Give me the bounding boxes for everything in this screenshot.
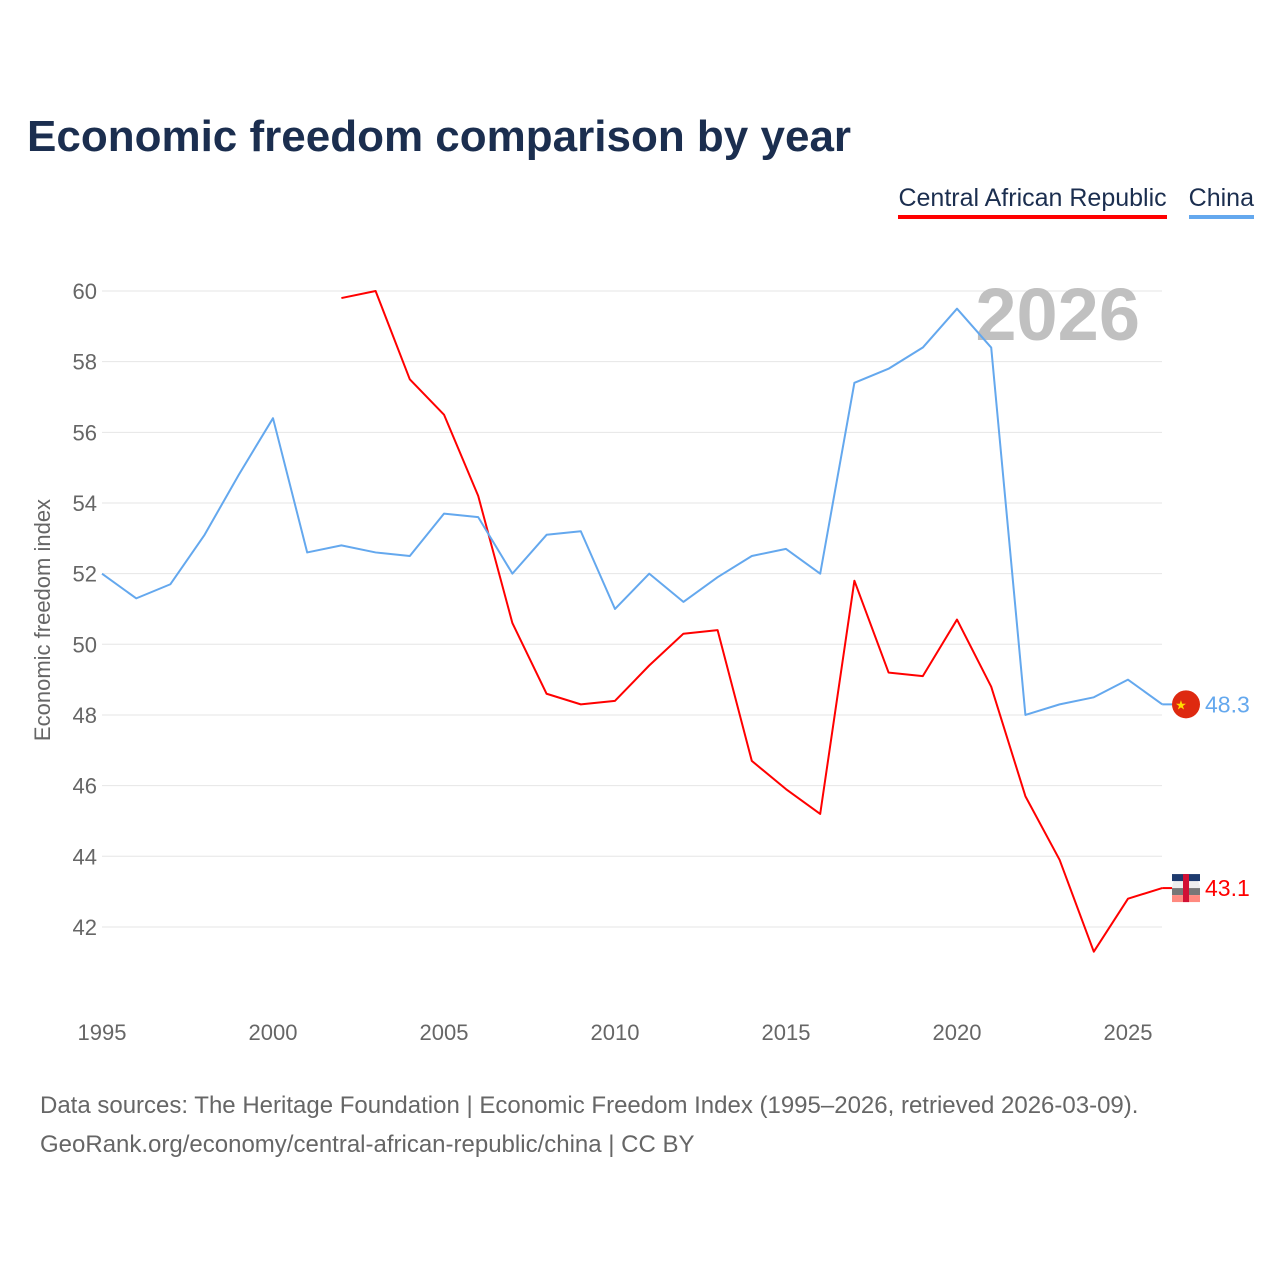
flag-star: ★ (1175, 697, 1187, 712)
legend-item-central-african-republic[interactable]: Central African Republic (898, 184, 1167, 219)
y-tick-label: 54 (73, 491, 97, 516)
y-tick-label: 52 (73, 562, 97, 587)
chart-title: Economic freedom comparison by year (27, 112, 852, 161)
y-tick-label: 58 (73, 350, 97, 375)
legend-item-china[interactable]: China (1188, 184, 1254, 219)
end-value-label: 48.3 (1205, 691, 1250, 717)
legend: Central African Republic China (898, 184, 1254, 219)
y-tick-label: 48 (73, 703, 97, 728)
source-link[interactable]: GeoRank.org/economy/central-african-repu… (40, 1131, 695, 1158)
series-line-china (101, 307, 1163, 716)
y-tick-label: 46 (73, 774, 97, 799)
y-axis-label: Economic freedom index (30, 499, 55, 741)
footer: Data sources: The Heritage Foundation | … (40, 1086, 1138, 1164)
flag-stripe (1183, 874, 1189, 903)
data-sources: Data sources: The Heritage Foundation | … (40, 1092, 1139, 1119)
x-tick-label: 2010 (591, 1020, 640, 1045)
x-tick-label: 2015 (762, 1020, 811, 1045)
y-tick-label: 50 (73, 632, 97, 657)
end-value-label: 43.1 (1205, 875, 1250, 901)
series-line-car (341, 290, 1163, 953)
y-tick-label: 44 (73, 844, 97, 869)
y-tick-label: 42 (73, 915, 97, 940)
x-tick-label: 2000 (249, 1020, 298, 1045)
x-tick-label: 2020 (933, 1020, 982, 1045)
y-tick-label: 60 (73, 279, 97, 304)
x-tick-label: 2025 (1104, 1020, 1153, 1045)
x-tick-label: 2005 (420, 1020, 469, 1045)
x-tick-label: 1995 (78, 1020, 127, 1045)
year-watermark: 2026 (975, 273, 1140, 356)
china-flag-icon (1172, 690, 1200, 719)
y-tick-label: 56 (73, 420, 97, 445)
